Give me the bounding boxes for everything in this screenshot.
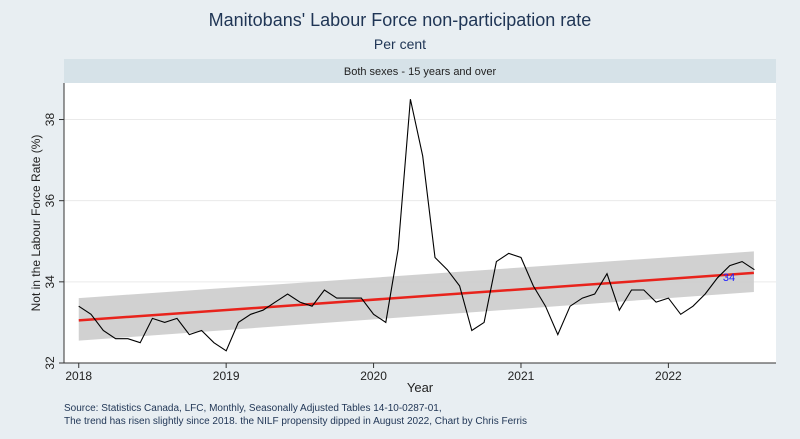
trend-line-group xyxy=(78,271,754,322)
y-tick-label: 32 xyxy=(43,356,57,370)
x-axis-title: Year xyxy=(407,380,434,395)
y-tick-label: 38 xyxy=(43,113,57,127)
y-axis-title: Not in the Labour Force Rate (%) xyxy=(29,135,43,312)
x-tick-label: 2021 xyxy=(508,369,535,383)
panel-label: Both sexes - 15 years and over xyxy=(344,66,497,78)
x-axis: 2018 2019 2020 2021 2022 xyxy=(64,362,776,383)
end-value-label: 34 xyxy=(723,272,735,284)
x-tick-label: 2018 xyxy=(65,369,92,383)
series-line-group xyxy=(78,99,755,352)
chart-title: Manitobans' Labour Force non-participati… xyxy=(208,10,592,30)
panel-header xyxy=(64,59,776,83)
x-tick-label: 2022 xyxy=(655,369,682,383)
y-tick-label: 34 xyxy=(43,275,57,289)
chart-subtitle: Per cent xyxy=(373,36,427,52)
source-note: Source: Statistics Canada, LFC, Monthly,… xyxy=(64,403,442,414)
trend-line xyxy=(78,271,754,322)
series-line xyxy=(78,99,755,352)
x-tick-label: 2020 xyxy=(360,369,387,383)
y-axis: 32 34 36 38 xyxy=(43,83,65,370)
trend-note: The trend has risen slightly since 2018.… xyxy=(64,416,528,427)
y-tick-label: 36 xyxy=(43,194,57,208)
x-tick-label: 2019 xyxy=(213,369,240,383)
